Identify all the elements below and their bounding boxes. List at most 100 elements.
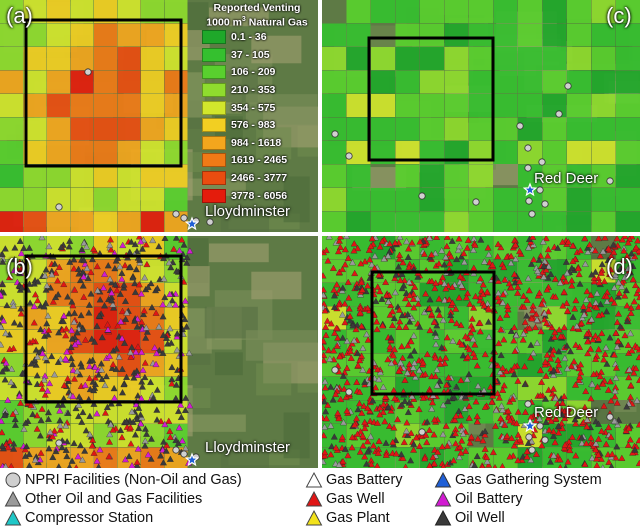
grid-cell [0, 94, 23, 117]
color-scale-legend: Reported Venting 1000 m3 Natural Gas 0.1… [198, 2, 316, 204]
legend-item-oil-well: Oil Well [434, 508, 505, 527]
grid-cell [346, 0, 371, 23]
triangle-icon [434, 471, 452, 487]
color-swatch [202, 188, 226, 203]
circle-icon [5, 472, 21, 487]
color-scale-row: 210 - 353 [198, 81, 316, 99]
grid-cell [70, 0, 94, 23]
npri-facility-marker [524, 164, 532, 172]
color-scale-row: 984 - 1618 [198, 134, 316, 152]
color-swatch [202, 118, 226, 133]
grid-cell [493, 94, 518, 117]
npri-facility-marker [172, 446, 180, 454]
map-panel-c: (c) Red Deer [322, 0, 640, 232]
grid-cell [70, 141, 94, 164]
color-swatch [202, 171, 226, 186]
grid-cell [518, 23, 542, 47]
grid-cell [591, 211, 616, 232]
grid-cell [141, 283, 164, 306]
grid-cell [591, 306, 616, 330]
grid-cell [444, 141, 469, 164]
color-scale-range: 3778 - 6056 [231, 189, 288, 202]
grid-cell [469, 211, 493, 232]
grid-cell [23, 188, 47, 211]
legend-label: Other Oil and Gas Facilities [25, 490, 203, 507]
legend-item-gas-gathering: Gas Gathering System [434, 470, 602, 489]
grid-cell [371, 424, 395, 447]
grid-cell [420, 211, 444, 232]
grid-cell [469, 141, 493, 164]
grid-cell [420, 47, 444, 70]
color-scale-row: 576 - 983 [198, 116, 316, 134]
grid-cell [141, 400, 164, 424]
grid-cell [164, 117, 188, 141]
grid-cell [117, 330, 141, 353]
grid-cell [0, 70, 23, 94]
grid-cell [0, 117, 23, 141]
grid-cell [371, 47, 395, 70]
legend-label: NPRI Facilities (Non-Oil and Gas) [25, 471, 242, 488]
legend-item-oil-battery: Oil Battery [434, 489, 523, 508]
grid-cell [395, 23, 420, 47]
grid-cell [518, 70, 542, 94]
grid-cell [322, 23, 346, 47]
grid-cell [322, 188, 346, 211]
triangle-icon [305, 471, 323, 487]
grid-cell [94, 377, 117, 400]
grid-cell [94, 188, 117, 211]
npri-facility-marker [538, 158, 546, 166]
facility-legend: NPRI Facilities (Non-Oil and Gas) Gas Ba… [0, 469, 640, 528]
grid-cell [395, 188, 420, 211]
grid-cell [542, 0, 567, 23]
grid-cell [420, 70, 444, 94]
grid-cell [47, 23, 70, 47]
panel-label-d: (d) [606, 254, 633, 279]
city-label-lloydminster-a: Lloydminster [205, 203, 291, 220]
city-star-icon [522, 418, 538, 433]
grid-cell [0, 236, 23, 259]
grid-cell [591, 23, 616, 47]
grid-cell [371, 70, 395, 94]
grid-cell [346, 211, 371, 232]
legend-label: Gas Battery [326, 471, 403, 488]
grid-cell [94, 94, 117, 117]
grid-cell [322, 70, 346, 94]
grid-cell [141, 70, 164, 94]
facility-markers [0, 236, 194, 468]
npri-facility-marker [525, 433, 533, 441]
grid-cell [94, 23, 117, 47]
grid-cell [542, 141, 567, 164]
grid-cell [47, 47, 70, 70]
grid-cell [23, 117, 47, 141]
grid-cell [117, 47, 141, 70]
grid-cell [518, 47, 542, 70]
grid-cell [141, 47, 164, 70]
grid-cell [493, 23, 518, 47]
grid-cell [567, 141, 591, 164]
grid-cell [0, 141, 23, 164]
grid-cell [493, 447, 518, 468]
grid-cell [141, 117, 164, 141]
npri-facility-marker [541, 436, 549, 444]
npri-facility-marker [418, 192, 426, 200]
grid-cell [616, 164, 640, 188]
grid-cell [395, 447, 420, 468]
grid-cell [493, 236, 518, 259]
grid-cell [616, 0, 640, 23]
grid-cell [444, 23, 469, 47]
triangle-icon [4, 509, 22, 525]
grid-cell [70, 188, 94, 211]
map-panel-b: (b) Lloydminster [0, 236, 318, 468]
grid-cell [591, 70, 616, 94]
grid-cell [444, 117, 469, 141]
facility-overlay-map-b [0, 236, 318, 468]
grid-cell [70, 23, 94, 47]
grid-cell [371, 141, 395, 164]
grid-cell [567, 188, 591, 211]
panel-label-c: (c) [606, 3, 632, 28]
triangle-icon [305, 509, 323, 525]
grid-cell [164, 164, 188, 188]
legend-item-gas-plant: Gas Plant [305, 508, 390, 527]
grid-cell [493, 0, 518, 23]
grid-cell [23, 236, 47, 259]
